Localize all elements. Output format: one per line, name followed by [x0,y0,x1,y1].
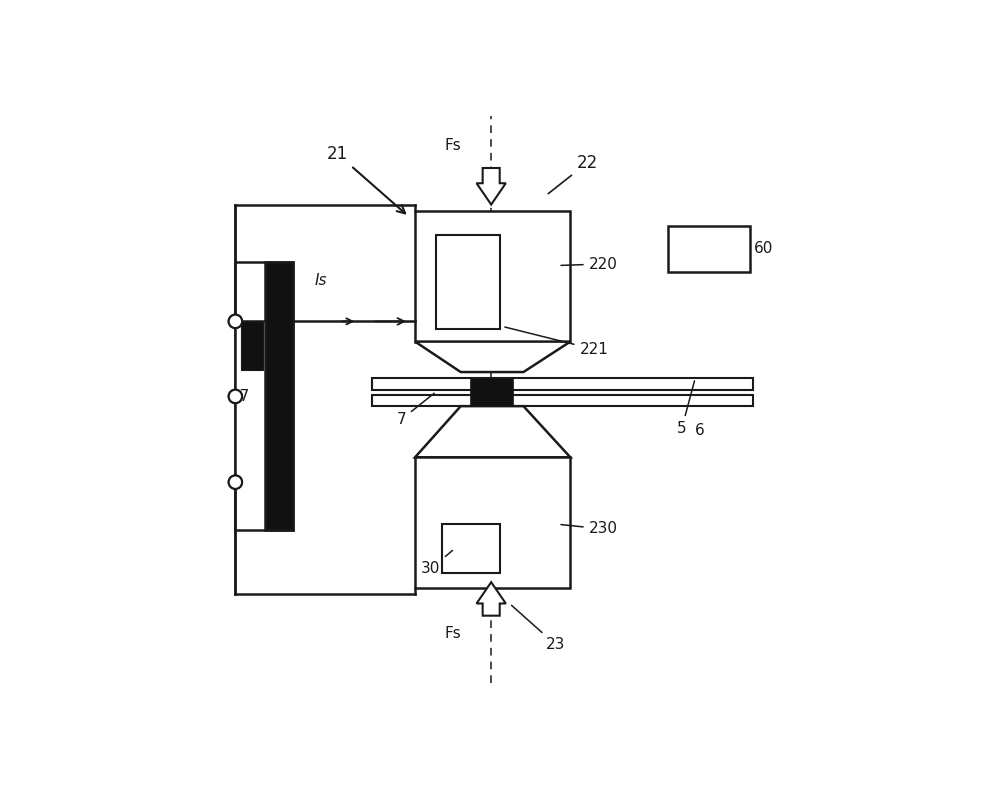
Text: 30: 30 [421,551,453,576]
Bar [372,395,753,406]
Text: Fs: Fs [444,138,461,153]
Bar [235,263,293,531]
Circle shape [229,390,242,403]
Bar [372,378,753,390]
Polygon shape [415,342,570,372]
FancyArrow shape [477,168,506,205]
Bar [442,524,500,573]
Text: 22: 22 [548,154,598,194]
Text: 6: 6 [695,422,705,437]
Bar [241,321,263,369]
Text: 21: 21 [327,145,405,214]
Text: 23: 23 [512,605,565,652]
Bar [436,235,500,329]
Circle shape [229,390,242,403]
Text: Is: Is [315,273,327,288]
Circle shape [229,315,242,328]
Text: 7: 7 [397,393,434,427]
Polygon shape [415,406,570,457]
Bar [668,226,750,271]
FancyArrow shape [477,582,506,615]
Text: 230: 230 [561,521,618,536]
Circle shape [229,475,242,489]
Text: 27: 27 [231,389,250,404]
Bar [265,263,293,531]
Text: Fs: Fs [444,626,461,641]
Circle shape [229,315,242,328]
Bar [415,210,570,342]
Bar [470,378,512,406]
Text: 221: 221 [505,327,608,357]
Text: 220: 220 [561,256,618,271]
Text: 60: 60 [754,241,774,256]
Circle shape [229,475,242,489]
Bar [415,457,570,589]
Text: 5: 5 [677,380,695,436]
